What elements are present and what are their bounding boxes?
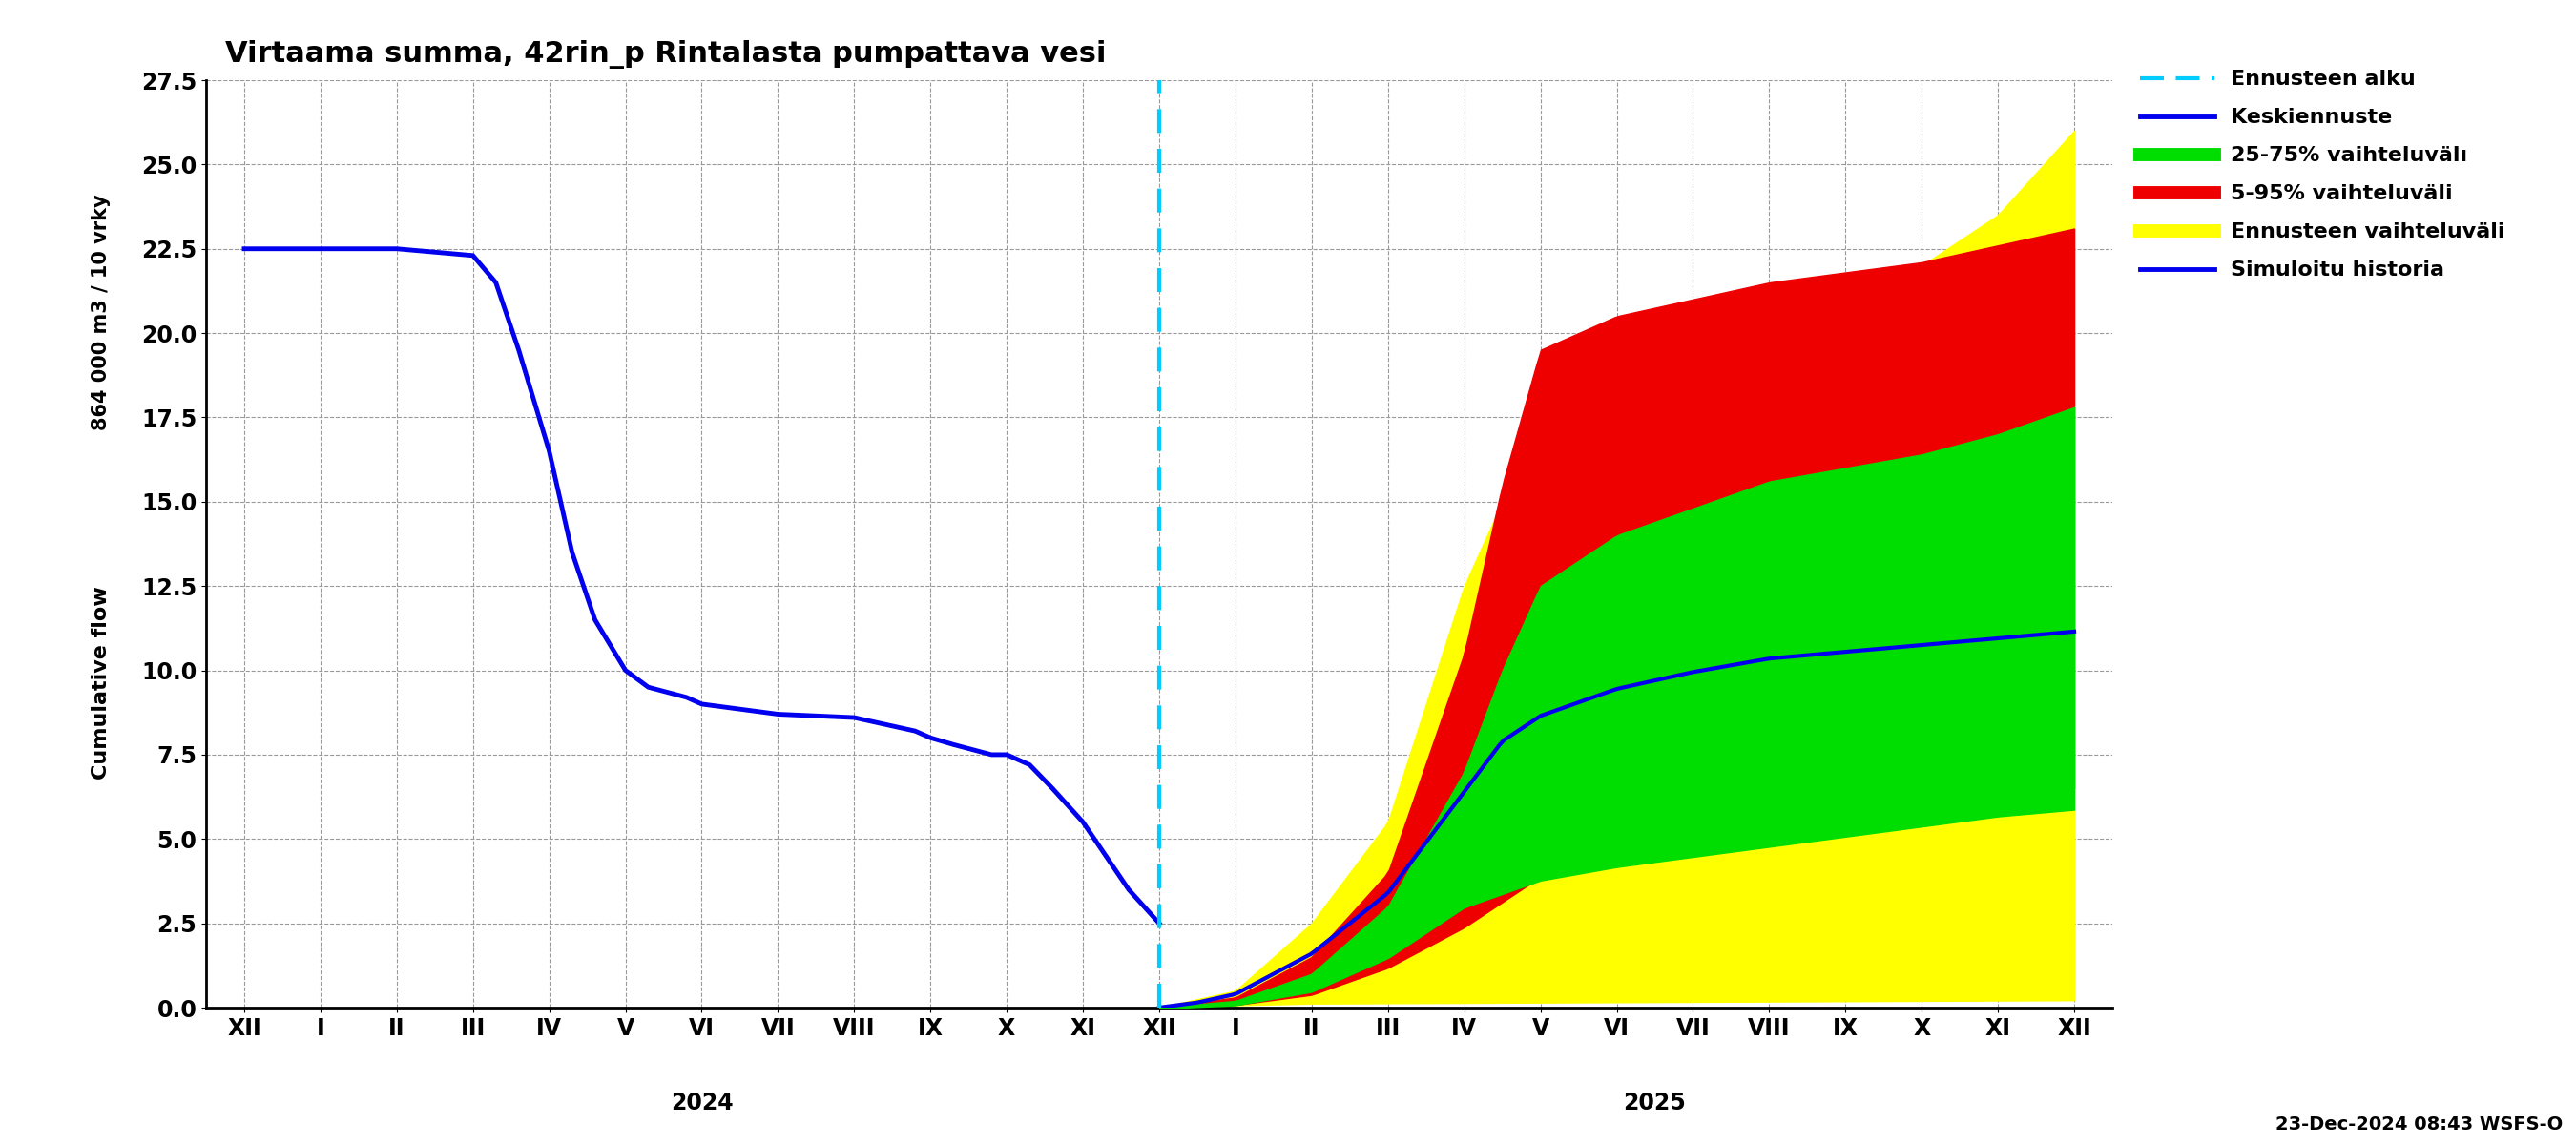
Text: 864 000 m3 / 10 vrky: 864 000 m3 / 10 vrky bbox=[93, 194, 111, 431]
Text: Cumulative flow: Cumulative flow bbox=[93, 586, 111, 780]
Text: 2025: 2025 bbox=[1623, 1091, 1687, 1114]
Text: Virtaama summa, 42rin_p Rintalasta pumpattava vesi: Virtaama summa, 42rin_p Rintalasta pumpa… bbox=[224, 40, 1105, 69]
Text: 23-Dec-2024 08:43 WSFS-O: 23-Dec-2024 08:43 WSFS-O bbox=[2275, 1115, 2563, 1134]
Legend: Ennusteen alku, Keskiennuste, 25-75% vaihteluvälı, 5-95% vaihteluväli, Ennusteen: Ennusteen alku, Keskiennuste, 25-75% vai… bbox=[2130, 62, 2514, 289]
Text: 2024: 2024 bbox=[670, 1091, 734, 1114]
